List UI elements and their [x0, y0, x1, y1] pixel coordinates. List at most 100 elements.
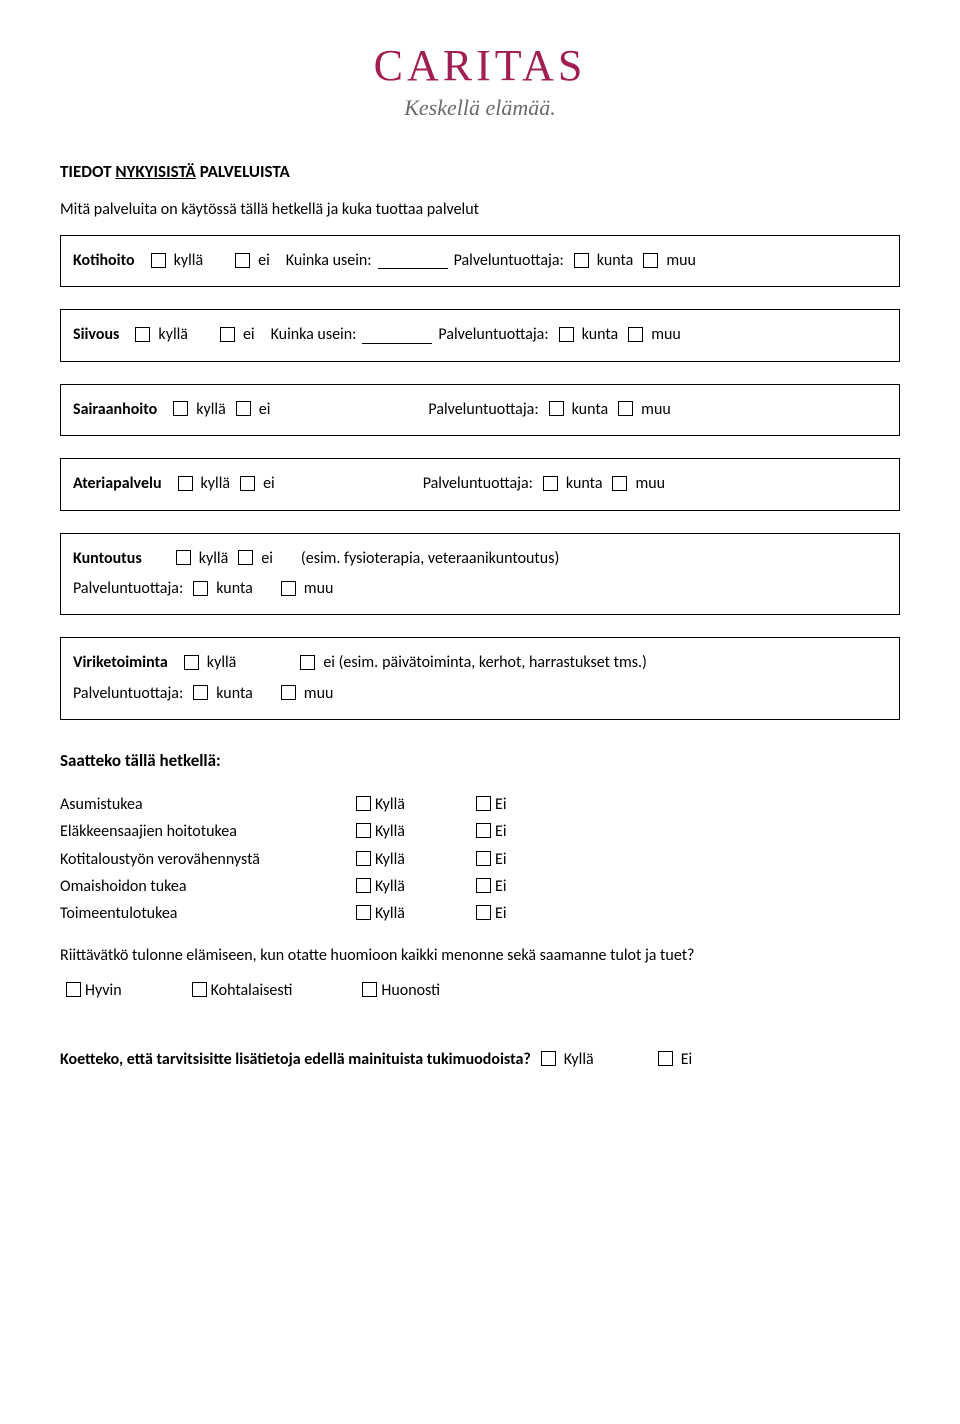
- opt-ei: Ei: [495, 846, 506, 873]
- opt-ei-esim: ei (esim.: [323, 648, 378, 678]
- opt-huonosti: Huonosti: [381, 981, 440, 1000]
- service-label: Siivous: [73, 320, 119, 350]
- checkbox-kylla[interactable]: [184, 655, 199, 670]
- benefits-list: Asumistukea Kyllä Ei Eläkkeensaajien hoi…: [60, 791, 900, 927]
- label-kuinka-usein: Kuinka usein:: [271, 320, 357, 350]
- checkbox-ei[interactable]: [476, 796, 491, 811]
- checkbox-kylla[interactable]: [151, 253, 166, 268]
- opt-kylla: kyllä: [174, 246, 204, 276]
- checkbox-ei[interactable]: [220, 327, 235, 342]
- blank-usein[interactable]: [362, 328, 432, 344]
- opt-kunta: kunta: [582, 320, 619, 350]
- opt-ei: Ei: [495, 873, 506, 900]
- checkbox-kunta[interactable]: [193, 685, 208, 700]
- opt-kylla: kyllä: [196, 395, 226, 425]
- checkbox-kylla[interactable]: [356, 878, 371, 893]
- label-palveluntuottaja: Palveluntuottaja:: [428, 395, 538, 425]
- checkbox-muu[interactable]: [281, 581, 296, 596]
- checkbox-kunta[interactable]: [549, 401, 564, 416]
- checkbox-ei[interactable]: [300, 655, 315, 670]
- service-box-sairaanhoito: Sairaanhoito kyllä ei Palveluntuottaja: …: [60, 384, 900, 436]
- checkbox-kunta[interactable]: [574, 253, 589, 268]
- label-palveluntuottaja: Palveluntuottaja:: [423, 469, 533, 499]
- checkbox-ei[interactable]: [235, 253, 250, 268]
- checkbox-kylla[interactable]: [176, 550, 191, 565]
- benefit-row: Eläkkeensaajien hoitotukea Kyllä Ei: [60, 818, 900, 845]
- opt-muu: muu: [304, 574, 334, 604]
- opt-ei: ei: [261, 544, 273, 574]
- checkbox-kohtalaisesti[interactable]: [192, 982, 207, 997]
- checkbox-muu[interactable]: [281, 685, 296, 700]
- opt-ei: Ei: [681, 1050, 692, 1069]
- checkbox-kylla[interactable]: [356, 905, 371, 920]
- checkbox-kylla[interactable]: [178, 476, 193, 491]
- opt-muu: muu: [666, 246, 696, 276]
- benefit-label: Omaishoidon tukea: [60, 873, 350, 900]
- opt-ei: ei: [259, 395, 271, 425]
- opt-hyvin: Hyvin: [85, 981, 122, 1000]
- checkbox-final-ei[interactable]: [658, 1051, 673, 1066]
- opt-ei: Ei: [495, 900, 506, 927]
- checkbox-ei[interactable]: [238, 550, 253, 565]
- opt-kunta: kunta: [566, 469, 603, 499]
- checkbox-final-kylla[interactable]: [541, 1051, 556, 1066]
- opt-kylla: kyllä: [201, 469, 231, 499]
- benefit-row: Kotitaloustyön verovähennystä Kyllä Ei: [60, 846, 900, 873]
- checkbox-hyvin[interactable]: [66, 982, 81, 997]
- checkbox-kunta[interactable]: [543, 476, 558, 491]
- checkbox-muu[interactable]: [612, 476, 627, 491]
- checkbox-huonosti[interactable]: [362, 982, 377, 997]
- opt-kylla: kyllä: [207, 648, 237, 678]
- checkbox-muu[interactable]: [618, 401, 633, 416]
- checkbox-kylla[interactable]: [356, 796, 371, 811]
- final-question-row: Koetteko, että tarvitsisitte lisätietoja…: [60, 1050, 900, 1069]
- opt-kylla: Kyllä: [375, 900, 405, 927]
- opt-kunta: kunta: [216, 679, 253, 709]
- checkbox-kunta[interactable]: [193, 581, 208, 596]
- viriketoiminta-note: päivätoiminta, kerhot, harrastukset tms.…: [382, 648, 647, 678]
- benefit-label: Toimeentulotukea: [60, 900, 350, 927]
- title-prefix: TIEDOT: [60, 161, 115, 182]
- label-palveluntuottaja: Palveluntuottaja:: [454, 246, 564, 276]
- benefit-row: Toimeentulotukea Kyllä Ei: [60, 900, 900, 927]
- logo-text: CARITAS: [60, 40, 900, 91]
- service-label: Sairaanhoito: [73, 395, 157, 425]
- label-palveluntuottaja: Palveluntuottaja:: [73, 574, 183, 604]
- checkbox-ei[interactable]: [240, 476, 255, 491]
- opt-muu: muu: [651, 320, 681, 350]
- service-box-ateriapalvelu: Ateriapalvelu kyllä ei Palveluntuottaja:…: [60, 458, 900, 510]
- final-question: Koetteko, että tarvitsisitte lisätietoja…: [60, 1050, 531, 1069]
- checkbox-kylla[interactable]: [356, 851, 371, 866]
- opt-ei: ei: [243, 320, 255, 350]
- opt-kohtalaisesti: Kohtalaisesti: [211, 981, 293, 1000]
- title-suffix: PALVELUISTA: [196, 161, 290, 182]
- opt-ei: Ei: [495, 791, 506, 818]
- checkbox-ei[interactable]: [476, 851, 491, 866]
- opt-kylla: Kyllä: [564, 1050, 594, 1069]
- opt-ei: ei: [258, 246, 270, 276]
- checkbox-kunta[interactable]: [559, 327, 574, 342]
- checkbox-ei[interactable]: [236, 401, 251, 416]
- checkbox-ei[interactable]: [476, 878, 491, 893]
- opt-muu: muu: [635, 469, 665, 499]
- opt-kylla: kyllä: [199, 544, 229, 574]
- service-box-kuntoutus: Kuntoutus kyllä ei (esim. fysioterapia, …: [60, 533, 900, 616]
- checkbox-muu[interactable]: [643, 253, 658, 268]
- intro-text: Mitä palveluita on käytössä tällä hetkel…: [60, 200, 900, 219]
- opt-muu: muu: [641, 395, 671, 425]
- label-kuinka-usein: Kuinka usein:: [286, 246, 372, 276]
- service-box-viriketoiminta: Viriketoiminta kyllä ei (esim. päivätoim…: [60, 637, 900, 720]
- logo-tagline: Keskellä elämää.: [60, 95, 900, 121]
- opt-ei: ei: [263, 469, 275, 499]
- checkbox-muu[interactable]: [628, 327, 643, 342]
- title-underlined: NYKYISISTÄ: [115, 161, 196, 182]
- checkbox-kylla[interactable]: [173, 401, 188, 416]
- opt-kunta: kunta: [572, 395, 609, 425]
- checkbox-kylla[interactable]: [356, 823, 371, 838]
- checkbox-ei[interactable]: [476, 823, 491, 838]
- blank-usein[interactable]: [378, 253, 448, 269]
- income-options: Hyvin Kohtalaisesti Huonosti: [60, 981, 900, 1000]
- checkbox-kylla[interactable]: [135, 327, 150, 342]
- checkbox-ei[interactable]: [476, 905, 491, 920]
- opt-kylla: kyllä: [158, 320, 188, 350]
